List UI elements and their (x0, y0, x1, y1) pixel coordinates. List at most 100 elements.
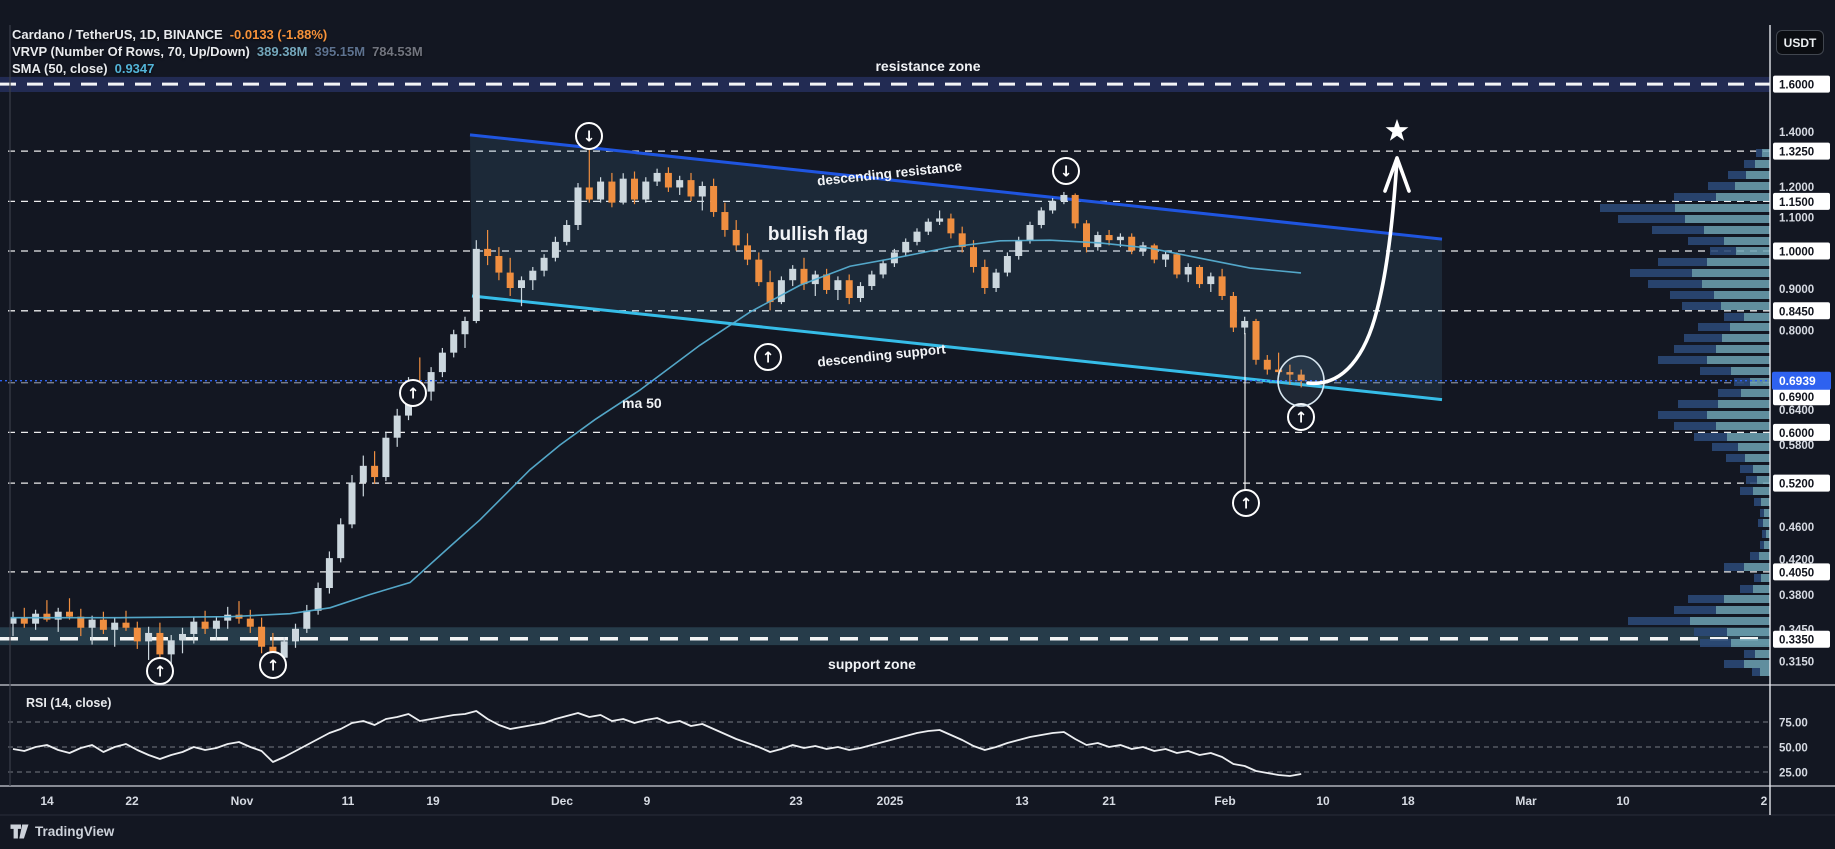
candle-body (732, 229, 740, 246)
buy-signal-arrow-up-icon[interactable] (259, 651, 287, 679)
price-axis-label: 0.3150 (1779, 657, 1814, 669)
vrvp-down-bar (1760, 509, 1764, 517)
vrvp-down-bar (1630, 269, 1692, 277)
candle-body (303, 610, 311, 629)
time-axis-label[interactable]: 14 (40, 794, 54, 808)
candle-body (1286, 372, 1294, 375)
time-axis-label[interactable]: 21 (1102, 794, 1116, 808)
vrvp-up-bar (1722, 334, 1770, 342)
price-level-label: 0.6000 (1779, 428, 1814, 440)
candle-body (325, 558, 333, 589)
candle-body (992, 272, 1000, 289)
candle-body (574, 187, 582, 225)
buy-signal-arrow-up-icon[interactable] (1287, 403, 1315, 431)
sell-signal-arrow-down-icon[interactable] (1052, 157, 1080, 185)
candle-body (845, 280, 853, 298)
vrvp-down-bar (1740, 465, 1753, 473)
symbol-title[interactable]: Cardano / TetherUS, 1D, BINANCE (12, 27, 223, 42)
time-axis-label[interactable]: 9 (644, 794, 651, 808)
currency-toggle-button[interactable]: USDT (1776, 30, 1824, 55)
vrvp-up-bar (1704, 226, 1770, 234)
candle-body (258, 626, 266, 647)
buy-signal-arrow-up-icon[interactable] (1232, 489, 1260, 517)
candle-body (314, 588, 322, 611)
sma-indicator-label[interactable]: SMA (50, close) (12, 61, 108, 76)
chart-legend: Cardano / TetherUS, 1D, BINANCE -0.0133 (… (12, 27, 423, 78)
vrvp-down-bar (1652, 226, 1704, 234)
vrvp-down-bar (1718, 389, 1741, 397)
sell-signal-arrow-down-icon[interactable] (575, 122, 603, 150)
price-level-label-pill (1773, 242, 1830, 260)
price-level-label: 1.6000 (1779, 80, 1814, 92)
descending-support-line[interactable] (471, 294, 1443, 402)
vrvp-up-bar (1731, 367, 1770, 375)
price-target-star-icon[interactable] (1385, 119, 1409, 141)
time-axis-label[interactable]: Dec (551, 794, 573, 808)
vrvp-up-bar (1716, 422, 1770, 430)
candle-body (1263, 359, 1271, 370)
rsi-line[interactable] (12, 710, 1302, 777)
candle-body (1150, 245, 1158, 260)
sma50-line[interactable] (10, 239, 1302, 619)
candle-body (156, 632, 164, 655)
candle-body (1207, 276, 1215, 285)
vrvp-up-bar (1755, 160, 1770, 168)
annotation-text: ma 50 (622, 395, 662, 411)
vrvp-up-bar (1675, 204, 1770, 212)
vrvp-down-bar (1758, 519, 1763, 527)
tradingview-logo-icon[interactable] (10, 824, 29, 839)
vrvp-up-bar (1692, 269, 1770, 277)
descending-resistance-line[interactable] (469, 133, 1443, 241)
vrvp-down-bar (1754, 574, 1761, 582)
candle-body (461, 321, 469, 335)
vrvp-up-bar (1707, 356, 1770, 364)
candle-body (246, 618, 254, 627)
vrvp-up-bar (1766, 530, 1770, 538)
vrvp-up-bar (1762, 149, 1770, 157)
resistance-zone-band (0, 76, 1770, 93)
buy-signal-arrow-up-icon[interactable] (146, 657, 174, 685)
vrvp-indicator-label[interactable]: VRVP (Number Of Rows, 70, Up/Down) (12, 44, 250, 59)
buy-signal-arrow-up-icon[interactable] (754, 343, 782, 371)
time-axis-label[interactable]: 23 (789, 794, 803, 808)
candle-body (506, 272, 514, 289)
time-axis-label[interactable]: 19 (426, 794, 440, 808)
vrvp-up-bar (1755, 650, 1770, 658)
sell-signal-arrow-down-icon-glyph: ↓ (1060, 163, 1073, 181)
candle-body (789, 268, 797, 281)
candle-body (902, 241, 910, 253)
vrvp-down-bar (1674, 422, 1716, 430)
time-axis-label[interactable]: 18 (1401, 794, 1415, 808)
current-candle-highlight-circle[interactable] (1277, 355, 1325, 407)
buy-signal-arrow-up-icon[interactable] (399, 379, 427, 407)
time-axis-label[interactable]: 13 (1015, 794, 1029, 808)
price-level-label: 0.6900 (1779, 392, 1814, 404)
time-axis-label[interactable]: Mar (1515, 794, 1537, 808)
vrvp-down-bar (1674, 606, 1716, 614)
vrvp-down-bar (1710, 247, 1736, 255)
time-axis-label[interactable]: Nov (231, 794, 254, 808)
candle-body (777, 280, 785, 303)
time-axis-label[interactable]: 11 (342, 794, 355, 808)
time-axis-label[interactable]: 10 (1316, 794, 1330, 808)
rsi-pane-label[interactable]: RSI (14, close) (26, 696, 111, 710)
candle-body (54, 611, 62, 620)
candle-body (1060, 194, 1068, 202)
vrvp-down-bar (1726, 454, 1745, 462)
time-axis-label[interactable]: 2 (1761, 794, 1768, 808)
tradingview-wordmark[interactable]: TradingView (35, 824, 115, 839)
vrvp-down-bar (1750, 552, 1759, 560)
candle-body (970, 247, 977, 267)
candle-body (122, 622, 130, 628)
candle-body (800, 268, 808, 285)
time-axis-label[interactable]: 10 (1616, 794, 1630, 808)
time-axis-label[interactable]: 2025 (877, 794, 904, 808)
candle-body (597, 181, 605, 200)
price-level-label-pill (1773, 142, 1830, 160)
time-axis-label[interactable]: 22 (125, 794, 139, 808)
time-axis-label[interactable]: Feb (1214, 794, 1235, 808)
vrvp-down-bar (1744, 650, 1755, 658)
breakout-projection-arrow[interactable] (1306, 158, 1399, 386)
